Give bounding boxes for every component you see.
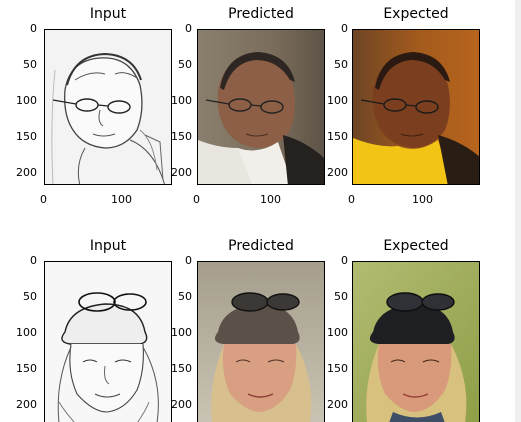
- y-tick-label: 50: [23, 290, 37, 303]
- panel-r2-input: Input 0 50 100 150 200: [0, 232, 180, 422]
- panel-r1-expected: Expected 0 50 100 150 200 0 100: [324, 0, 494, 215]
- y-tick-label: 200: [171, 398, 192, 411]
- x-tick-label: 0: [193, 193, 200, 206]
- x-tick-label: 100: [260, 193, 281, 206]
- predicted-man-image: [197, 29, 325, 185]
- panel-r1-input: Input 0 50 100 150 200 0 100: [0, 0, 180, 215]
- predicted-woman-image: [197, 261, 325, 422]
- y-tick-label: 150: [16, 362, 37, 375]
- y-tick-label: 0: [341, 254, 348, 267]
- y-tick-label: 100: [171, 326, 192, 339]
- y-tick-label: 0: [30, 254, 37, 267]
- y-tick-label: 100: [16, 326, 37, 339]
- x-tick-label: 100: [412, 193, 433, 206]
- vertical-scrollbar[interactable]: [515, 0, 521, 422]
- y-tick-label: 50: [178, 58, 192, 71]
- y-tick-label: 150: [327, 362, 348, 375]
- panel-title: Expected: [383, 238, 449, 254]
- y-tick-label: 150: [16, 130, 37, 143]
- panel-r1-predicted: Predicted 0 50 100 150 200 0 100: [171, 0, 332, 215]
- y-tick-label: 200: [16, 398, 37, 411]
- y-tick-label: 50: [23, 58, 37, 71]
- x-tick-label: 0: [40, 193, 47, 206]
- sketch-woman-image: [44, 261, 172, 422]
- x-tick-label: 0: [348, 193, 355, 206]
- panel-title: Expected: [383, 6, 449, 22]
- y-tick-label: 200: [327, 166, 348, 179]
- panel-title: Input: [89, 238, 127, 254]
- y-tick-label: 50: [334, 58, 348, 71]
- sketch-man-image: [44, 29, 172, 185]
- y-tick-label: 50: [334, 290, 348, 303]
- y-tick-label: 150: [171, 362, 192, 375]
- panel-r2-expected: Expected 0 50 100 150 200: [324, 232, 494, 422]
- y-tick-label: 100: [171, 94, 192, 107]
- y-tick-label: 150: [171, 130, 192, 143]
- panel-title: Predicted: [228, 6, 294, 22]
- panel-title: Predicted: [228, 238, 294, 254]
- y-tick-label: 100: [327, 94, 348, 107]
- y-tick-label: 200: [16, 166, 37, 179]
- y-tick-label: 100: [16, 94, 37, 107]
- y-tick-label: 50: [178, 290, 192, 303]
- y-tick-label: 100: [327, 326, 348, 339]
- y-tick-label: 200: [327, 398, 348, 411]
- expected-woman-image: [352, 261, 480, 422]
- y-tick-label: 200: [171, 166, 192, 179]
- y-tick-label: 0: [341, 22, 348, 35]
- y-tick-label: 150: [327, 130, 348, 143]
- y-tick-label: 0: [30, 22, 37, 35]
- panel-title: Input: [89, 6, 127, 22]
- expected-man-image: [352, 29, 480, 185]
- y-tick-label: 0: [185, 254, 192, 267]
- y-tick-label: 0: [185, 22, 192, 35]
- x-tick-label: 100: [111, 193, 132, 206]
- panel-r2-predicted: Predicted 0 50 100 150 200: [171, 232, 332, 422]
